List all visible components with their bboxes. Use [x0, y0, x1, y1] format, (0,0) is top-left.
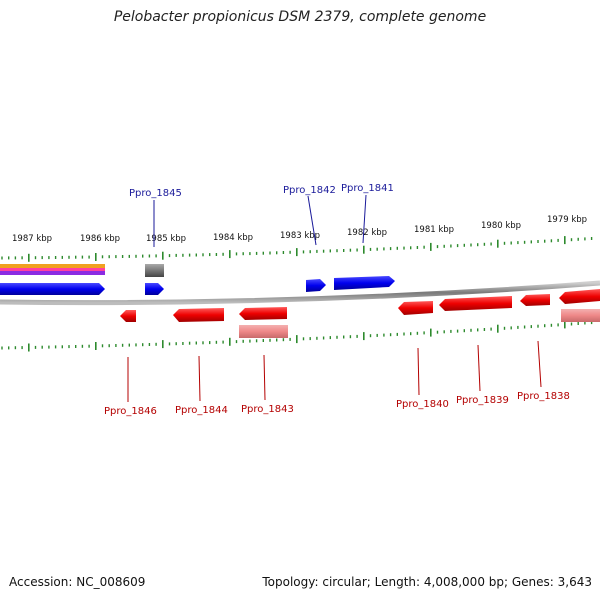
gene-label-ppro1846[interactable]: Ppro_1846	[104, 406, 157, 417]
leader-line	[477, 344, 481, 392]
leader-line	[417, 347, 420, 396]
gene-label-ppro1841[interactable]: Ppro_1841	[341, 183, 394, 194]
gene-label-ppro1840[interactable]: Ppro_1840	[396, 399, 449, 410]
scale-label: 1983 kbp	[280, 231, 320, 241]
scale-label: 1984 kbp	[213, 233, 253, 243]
reverse-feature-light[interactable]	[239, 325, 288, 338]
scale-label: 1979 kbp	[547, 215, 587, 225]
forward-gene-arrow[interactable]	[0, 283, 105, 295]
scale-ticks-bottom	[1, 320, 593, 352]
forward-gene-arrow-ppro1841[interactable]	[334, 276, 395, 290]
scale-label: 1982 kbp	[347, 228, 387, 238]
reverse-gene-arrow-ppro1838[interactable]	[520, 294, 550, 306]
leader-line	[307, 195, 317, 246]
feature-band-orange	[0, 264, 105, 268]
forward-gene-arrow-ppro1845[interactable]	[145, 283, 164, 295]
reverse-gene-arrow-offscreen[interactable]	[559, 289, 600, 304]
scale-label: 1981 kbp	[414, 225, 454, 235]
reverse-gene-arrow-ppro1846[interactable]	[120, 310, 136, 322]
reverse-feature-light-offscreen[interactable]	[561, 309, 600, 322]
gene-label-ppro1844[interactable]: Ppro_1844	[175, 405, 228, 416]
reverse-strand-genes	[120, 289, 600, 338]
leader-line	[198, 355, 201, 402]
reverse-gene-arrow-ppro1843[interactable]	[239, 307, 287, 320]
leader-line	[362, 194, 367, 244]
scale-label: 1980 kbp	[481, 221, 521, 231]
leader-line	[537, 340, 542, 388]
forward-gene-arrow-ppro1842[interactable]	[306, 279, 326, 292]
gray-feature[interactable]	[145, 264, 164, 277]
forward-strand-genes	[0, 276, 395, 295]
accession-text: Accession: NC_008609	[9, 575, 146, 589]
scale-label: 1987 kbp	[12, 234, 52, 244]
feature-band-pink	[0, 268, 105, 271]
scale-labels: 1987 kbp 1986 kbp 1985 kbp 1984 kbp 1983…	[12, 215, 587, 244]
scale-ticks-top	[1, 236, 593, 262]
forward-gene-labels: Ppro_1845 Ppro_1842 Ppro_1841	[129, 183, 394, 247]
genome-backbone	[0, 280, 600, 306]
gene-label-ppro1845[interactable]: Ppro_1845	[129, 188, 182, 199]
gene-label-ppro1843[interactable]: Ppro_1843	[241, 404, 294, 415]
reverse-gene-arrow-ppro1840[interactable]	[398, 301, 433, 315]
offscreen-feature-stack	[0, 264, 105, 275]
map-title: Pelobacter propionicus DSM 2379, complet…	[113, 9, 487, 25]
feature-band-purple	[0, 271, 105, 275]
leader-line	[263, 354, 266, 401]
gene-label-ppro1842[interactable]: Ppro_1842	[283, 185, 336, 196]
genome-summary-text: Topology: circular; Length: 4,008,000 bp…	[262, 575, 592, 589]
gene-label-ppro1838[interactable]: Ppro_1838	[517, 391, 570, 402]
scale-label: 1985 kbp	[146, 234, 186, 244]
scale-label: 1986 kbp	[80, 234, 120, 244]
reverse-gene-arrow-ppro1844[interactable]	[173, 308, 224, 322]
gene-label-ppro1839[interactable]: Ppro_1839	[456, 395, 509, 406]
reverse-gene-arrow-ppro1839[interactable]	[439, 296, 512, 311]
reverse-gene-labels: Ppro_1846 Ppro_1844 Ppro_1843 Ppro_1840 …	[104, 340, 570, 417]
